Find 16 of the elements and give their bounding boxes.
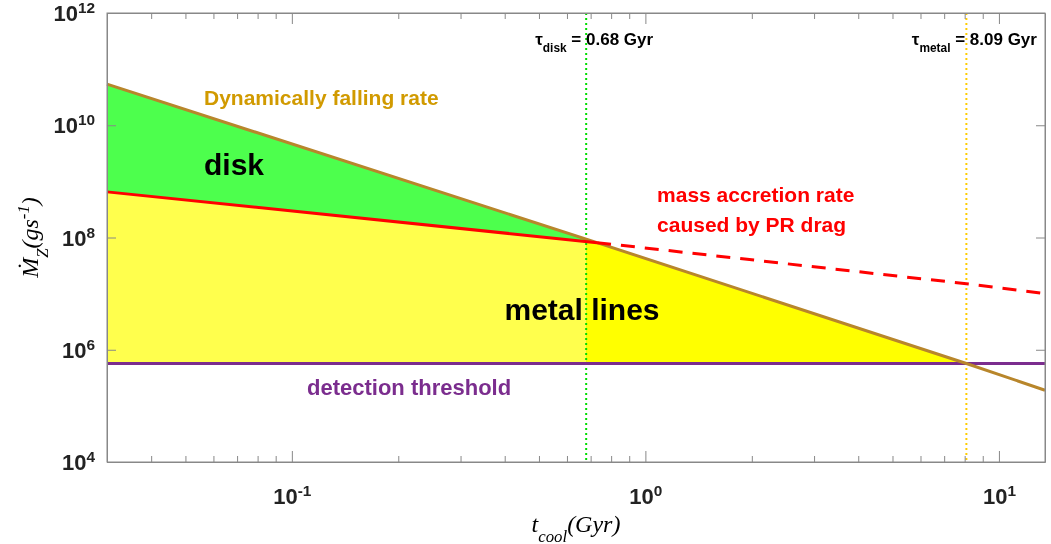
- y-tick-label: 10$^{4}$: [61, 447, 96, 476]
- y-tick-label: 10$^{8}$: [61, 223, 96, 251]
- y-tick-label: 10$^{12}$: [53, 0, 95, 27]
- ref-line-label: detection threshold: [307, 375, 512, 401]
- x-tick-label: 10$^{1}$: [982, 481, 1017, 509]
- annotation: metal lines: [504, 292, 660, 326]
- x-axis-title: t$_{cool}$(Gyr): [531, 511, 621, 544]
- y-tick-label: 10$^{10}$: [53, 110, 95, 139]
- series-label: Dynamically falling rate: [204, 86, 439, 110]
- y-tick-label: 10$^{6}$: [61, 335, 95, 363]
- x-tick-label: 10$^{-1}$: [273, 481, 312, 509]
- ref-line-label: τ$_{disk}$ = 0.68 Gyr: [535, 30, 654, 55]
- series-label: mass accretion rate caused by PR drag: [657, 182, 855, 236]
- x-tick-label: 10$^{0}$: [629, 481, 663, 509]
- ref-line-label: τ$_{metal}$ = 8.09 Gyr: [911, 30, 1038, 55]
- annotation: disk: [203, 147, 265, 181]
